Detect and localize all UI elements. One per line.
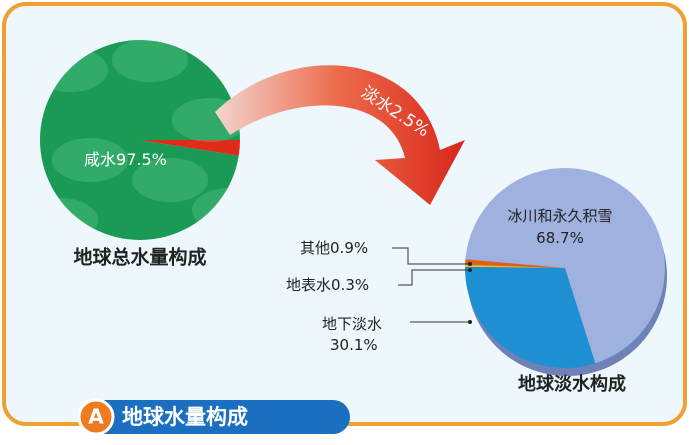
leader-lines: [392, 247, 470, 323]
value-label: 0.3%: [331, 276, 369, 294]
leader-line: [392, 247, 470, 265]
leader-line: [398, 269, 470, 286]
pie-slice: [465, 168, 665, 364]
pie-slice: [40, 39, 241, 240]
badge-circle: [77, 398, 115, 436]
category-label: 冰川和永久积雪: [507, 207, 612, 225]
badge-letter: A: [88, 405, 104, 429]
arrow: [215, 65, 465, 205]
slice-label: 地下淡水: [322, 315, 382, 333]
category-label: 咸水: [84, 150, 116, 169]
chart-title: 地球总水量构成: [73, 246, 206, 269]
wave: [112, 40, 188, 82]
chart-title: 地球淡水构成: [518, 373, 626, 395]
wave: [132, 158, 208, 202]
slice-label: 地表水0.3%: [286, 276, 369, 294]
value-label: 30.1%: [330, 336, 378, 354]
badge-bar: [80, 400, 350, 434]
pie-slice: [465, 259, 565, 268]
slice-label: 咸水97.5%: [84, 150, 167, 169]
pie-slice: [140, 140, 240, 156]
leader-dot: [468, 262, 472, 266]
page-title: 地球水量构成: [122, 405, 248, 429]
wave: [52, 138, 128, 182]
value-label: 68.7%: [536, 229, 584, 247]
fresh-water-pie: [465, 168, 667, 376]
leader-dot: [468, 320, 472, 324]
category-label: 地下淡水: [322, 315, 382, 333]
slice-label: 冰川和永久积雪: [507, 207, 612, 225]
value-label: 97.5%: [116, 150, 167, 169]
leader-dot: [468, 268, 472, 272]
value-label: 0.9%: [330, 239, 368, 257]
category-label: 其他: [300, 239, 330, 257]
pie-slice: [465, 264, 565, 268]
slice-label: 30.1%: [330, 336, 378, 354]
pie-slice: [465, 266, 596, 368]
slice-label: 68.7%: [536, 229, 584, 247]
category-label: 地表水: [286, 276, 331, 294]
slice-label: 其他0.9%: [300, 239, 368, 257]
